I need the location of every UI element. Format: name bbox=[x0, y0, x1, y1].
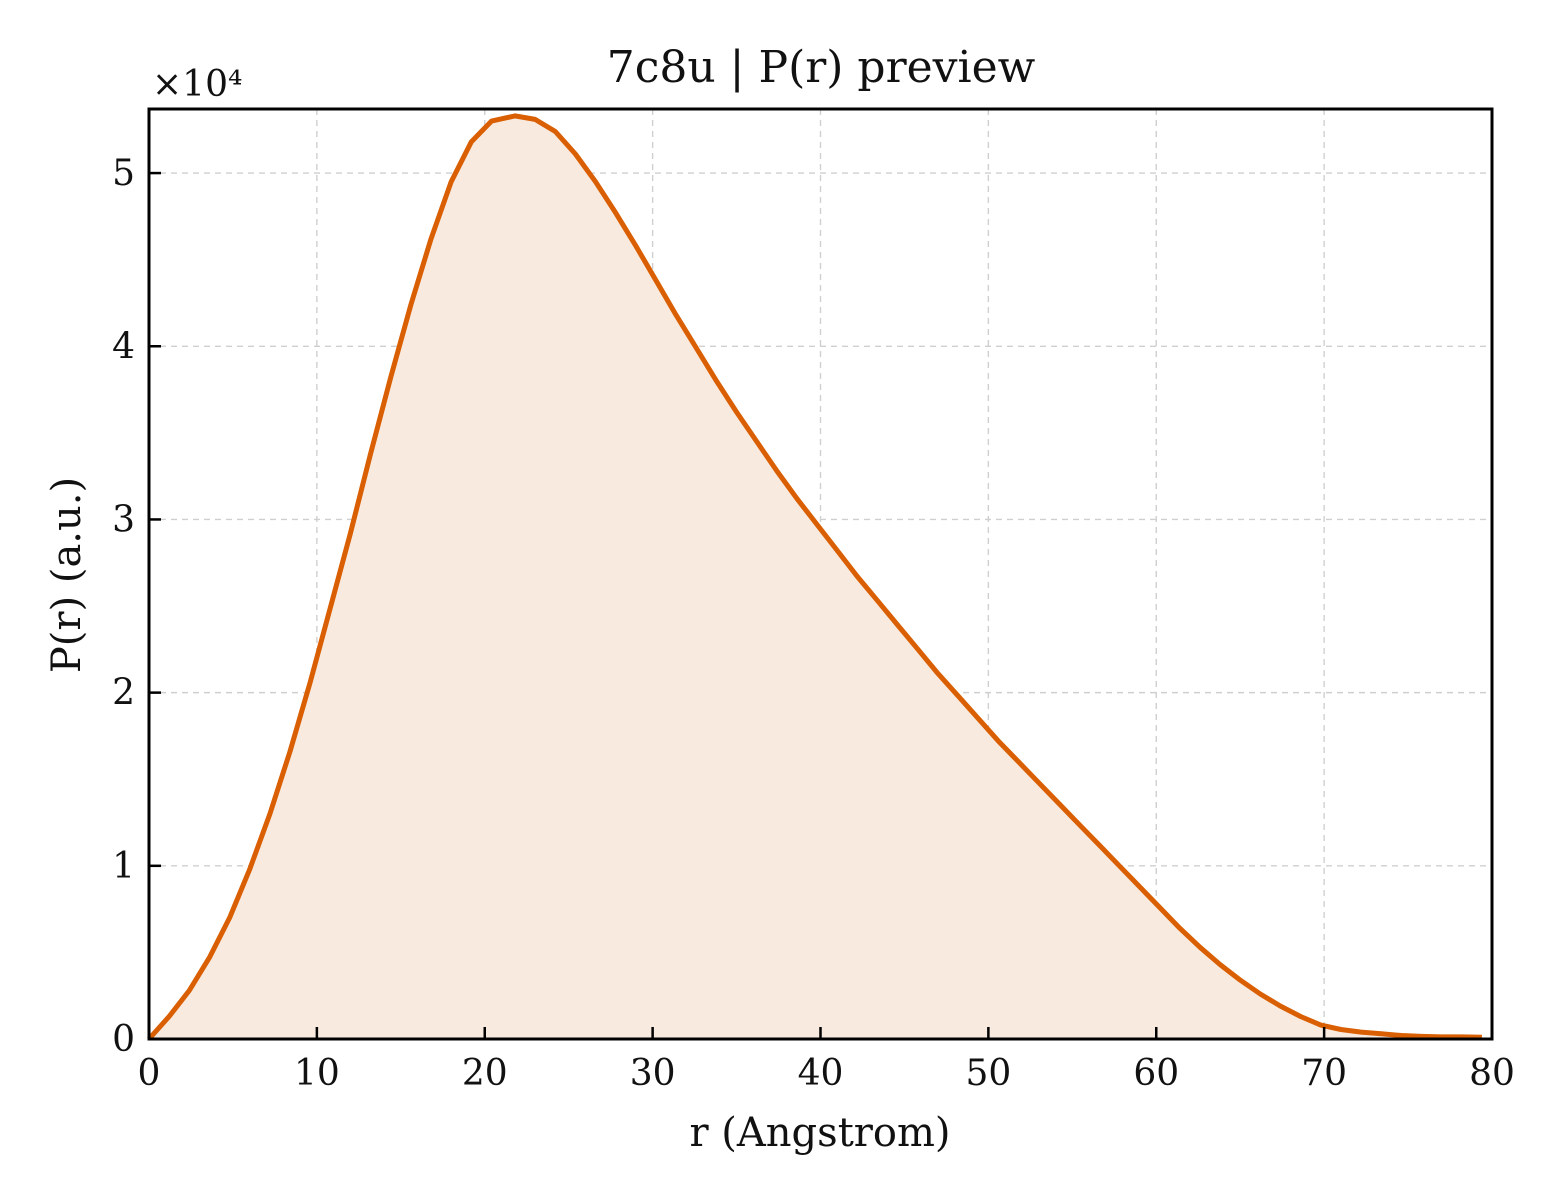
y-tick-label: 2 bbox=[112, 673, 135, 714]
x-tick-label: 60 bbox=[1133, 1053, 1179, 1094]
x-tick-label: 0 bbox=[138, 1053, 161, 1094]
area-fill bbox=[149, 115, 1482, 1039]
x-tick-label: 40 bbox=[798, 1053, 844, 1094]
y-tick-label: 3 bbox=[112, 499, 135, 540]
y-tick-labels: 0 1 2 3 4 5 bbox=[112, 153, 135, 1060]
series-line bbox=[147, 113, 1482, 1041]
y-axis-label: P(r) (a.u.) bbox=[44, 477, 90, 673]
y-scale-label: ×10⁴ bbox=[152, 64, 242, 105]
x-tick-label: 70 bbox=[1301, 1053, 1347, 1094]
x-axis-label: r (Angstrom) bbox=[689, 1110, 950, 1156]
x-tick-label: 20 bbox=[462, 1053, 508, 1094]
x-tick-label: 30 bbox=[630, 1053, 676, 1094]
x-tick-label: 80 bbox=[1469, 1053, 1515, 1094]
x-tick-labels: 0 10 20 30 40 50 60 70 80 bbox=[138, 1053, 1515, 1094]
x-tick-label: 10 bbox=[294, 1053, 340, 1094]
y-tick-label: 5 bbox=[112, 153, 135, 194]
y-tick-label: 1 bbox=[112, 846, 135, 887]
x-tick-label: 50 bbox=[965, 1053, 1011, 1094]
y-tick-label: 0 bbox=[112, 1019, 135, 1060]
y-tick-label: 4 bbox=[112, 326, 135, 367]
axis-ticks bbox=[147, 171, 1494, 1041]
chart-title: 7c8u | P(r) preview bbox=[607, 42, 1036, 93]
